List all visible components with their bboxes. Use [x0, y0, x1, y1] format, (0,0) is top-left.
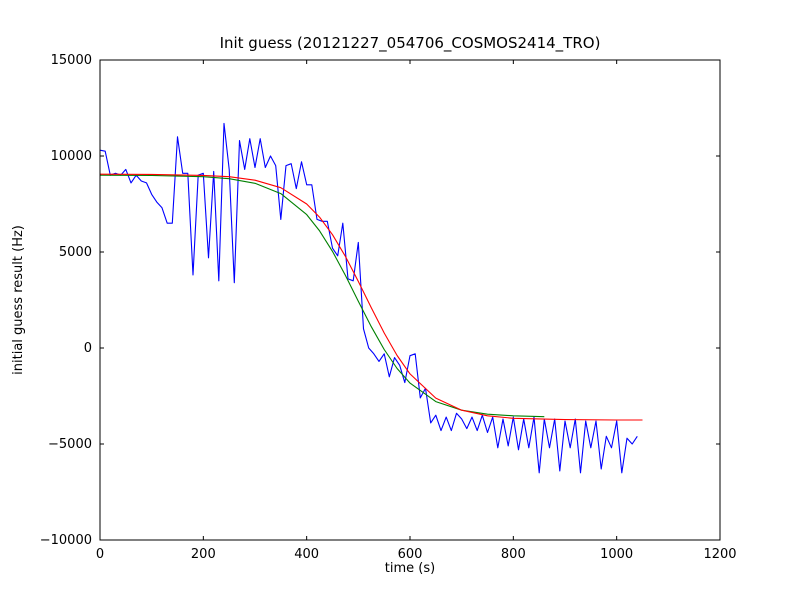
- x-tick-label: 1000: [600, 547, 633, 562]
- series-fit-green: [99, 174, 545, 418]
- y-tick-label: 10000: [51, 149, 92, 164]
- plot-title: Init guess (20121227_054706_COSMOS2414_T…: [220, 34, 601, 53]
- series-measured-initial-guess: [99, 122, 638, 474]
- x-tick-label: 400: [294, 547, 319, 562]
- y-tick-label: −10000: [40, 533, 92, 548]
- x-tick-label: 1200: [703, 547, 736, 562]
- y-tick-label: 0: [84, 341, 92, 356]
- y-axis-label: initial guess result (Hz): [11, 225, 26, 375]
- y-tick-label: −5000: [48, 437, 92, 452]
- x-tick-label: 200: [191, 547, 216, 562]
- y-tick-label: 5000: [59, 245, 92, 260]
- x-axis-label: time (s): [385, 561, 435, 576]
- axes-frame: [99, 59, 721, 541]
- x-tick-label: 600: [398, 547, 423, 562]
- x-tick-label: 0: [96, 547, 104, 562]
- x-tick-label: 800: [501, 547, 526, 562]
- series-fit-red: [99, 173, 643, 421]
- plot-area: 0 200 400 600 800 1000 1200 −10000 −5000 0 5000 100…: [40, 53, 737, 562]
- y-tick-label: 15000: [51, 53, 92, 68]
